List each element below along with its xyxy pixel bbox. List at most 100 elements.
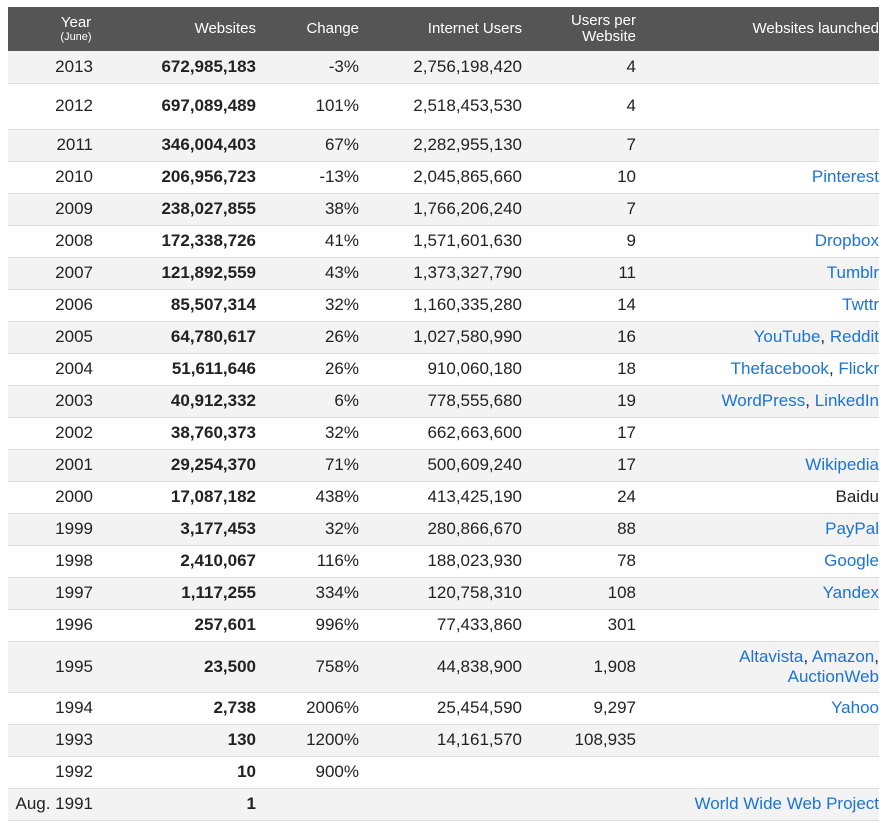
websites-cell: 172,338,726 (130, 225, 256, 258)
launched-site-link[interactable]: Wikipedia (805, 455, 879, 474)
websites-cell: 85,507,314 (130, 289, 256, 322)
year-cell: 2005 (8, 321, 130, 354)
websites-launched-cell: WordPress, LinkedIn (636, 385, 879, 418)
launched-site-link[interactable]: Dropbox (814, 231, 879, 250)
change-cell: 32% (256, 513, 359, 546)
table-row: 2006 85,507,314 32% 1,160,335,280 14 Twttr (8, 289, 879, 322)
websites-cell: 10 (130, 756, 256, 789)
websites-launched-cell (636, 609, 879, 642)
launched-site-link[interactable]: Twttr (842, 295, 879, 314)
users-per-website-cell: 24 (522, 481, 636, 514)
launched-site-link[interactable]: Yahoo (831, 698, 879, 717)
launched-site-link[interactable]: AuctionWeb (787, 666, 879, 686)
change-cell: 996% (256, 609, 359, 642)
change-cell (256, 788, 359, 821)
launched-site-link[interactable]: Flickr (838, 359, 879, 378)
websites-cell: 1,117,255 (130, 577, 256, 610)
year-cell: 2003 (8, 385, 130, 418)
launched-site-link[interactable]: YouTube (753, 327, 821, 346)
header-internet-users: Internet Users (359, 7, 522, 51)
websites-launched-cell: YouTube, Reddit (636, 321, 879, 354)
internet-users-cell: 500,609,240 (359, 449, 522, 482)
websites-cell: 2,738 (130, 692, 256, 725)
year-cell: 2002 (8, 417, 130, 450)
internet-users-cell: 1,373,327,790 (359, 257, 522, 290)
websites-cell: 346,004,403 (130, 129, 256, 162)
websites-cell: 672,985,183 (130, 51, 256, 84)
launched-site-link[interactable]: Thefacebook (730, 359, 829, 378)
table-row: 2003 40,912,332 6% 778,555,680 19 WordPress, … (8, 385, 879, 418)
users-per-website-cell: 19 (522, 385, 636, 418)
websites-cell: 206,956,723 (130, 161, 256, 194)
year-cell: 1997 (8, 577, 130, 610)
users-per-website-cell: 17 (522, 449, 636, 482)
change-cell: 1200% (256, 724, 359, 757)
change-cell: 900% (256, 756, 359, 789)
internet-users-cell: 1,571,601,630 (359, 225, 522, 258)
websites-cell: 3,177,453 (130, 513, 256, 546)
table-row: 1996 257,601 996% 77,433,860 301 (8, 609, 879, 642)
websites-cell: 38,760,373 (130, 417, 256, 450)
change-cell: -3% (256, 51, 359, 84)
internet-users-cell: 44,838,900 (359, 641, 522, 693)
websites-cell: 40,912,332 (130, 385, 256, 418)
users-per-website-cell: 9 (522, 225, 636, 258)
websites-cell: 64,780,617 (130, 321, 256, 354)
launched-site-link[interactable]: Reddit (829, 327, 879, 346)
websites-cell: 238,027,855 (130, 193, 256, 226)
users-per-website-cell: 1,908 (522, 641, 636, 693)
internet-users-cell: 1,766,206,240 (359, 193, 522, 226)
list-separator: , (820, 327, 830, 346)
change-cell: 334% (256, 577, 359, 610)
launched-site-link[interactable]: LinkedIn (814, 391, 879, 410)
launched-site-link[interactable]: Tumblr (826, 263, 879, 282)
websites-cell: 51,611,646 (130, 353, 256, 386)
websites-launched-cell: Yahoo (636, 692, 879, 725)
launched-site-text: Baidu (835, 487, 879, 506)
year-cell: 2011 (8, 129, 130, 162)
websites-cell: 17,087,182 (130, 481, 256, 514)
websites-launched-cell (636, 724, 879, 757)
header-year: Year (June) (8, 7, 130, 51)
internet-users-cell: 120,758,310 (359, 577, 522, 610)
users-per-website-cell: 88 (522, 513, 636, 546)
websites-cell: 23,500 (130, 641, 256, 693)
websites-launched-cell: Baidu (636, 481, 879, 514)
launched-site-link[interactable]: Google (824, 551, 879, 570)
websites-cell: 257,601 (130, 609, 256, 642)
websites-table: Year (June) Websites Change Internet Use… (8, 7, 879, 821)
internet-users-cell: 2,045,865,660 (359, 161, 522, 194)
table-row: 2004 51,611,646 26% 910,060,180 18 Thefaceboo… (8, 353, 879, 386)
table-row: 2001 29,254,370 71% 500,609,240 17 Wikipedia (8, 449, 879, 482)
year-cell: 1993 (8, 724, 130, 757)
launched-site-link[interactable]: Altavista (739, 646, 804, 666)
launched-site-link[interactable]: Amazon (811, 646, 875, 666)
table-row: 2013 672,985,183 -3% 2,756,198,420 4 (8, 51, 879, 84)
change-cell: 6% (256, 385, 359, 418)
list-separator: , (803, 646, 812, 666)
change-cell: 116% (256, 545, 359, 578)
year-cell: 2010 (8, 161, 130, 194)
websites-launched-cell: Thefacebook, Flickr (636, 353, 879, 386)
header-row: Year (June) Websites Change Internet Use… (8, 7, 879, 51)
year-cell: 1992 (8, 756, 130, 789)
year-cell: Aug. 1991 (8, 788, 130, 821)
table-row: 1994 2,738 2006% 25,454,590 9,297 Yahoo (8, 692, 879, 725)
websites-launched-cell: Yandex (636, 577, 879, 610)
launched-site-link[interactable]: WordPress (721, 391, 806, 410)
internet-users-cell: 2,282,955,130 (359, 129, 522, 162)
header-users-per-website: Users per Website (522, 7, 636, 51)
year-cell: 2001 (8, 449, 130, 482)
websites-launched-cell: World Wide Web Project (636, 788, 879, 821)
internet-users-cell: 2,756,198,420 (359, 51, 522, 84)
launched-site-link[interactable]: PayPal (825, 519, 879, 538)
websites-launched-cell (636, 129, 879, 162)
launched-site-link[interactable]: World Wide Web Project (694, 794, 879, 813)
table-row: 1992 10 900% (8, 756, 879, 789)
table-row: 2008 172,338,726 41% 1,571,601,630 9 Dropbox (8, 225, 879, 258)
launched-site-link[interactable]: Pinterest (811, 167, 879, 186)
internet-users-cell: 77,433,860 (359, 609, 522, 642)
table-row: Aug. 1991 1 World Wide Web Project (8, 788, 879, 821)
list-separator: , (828, 359, 839, 378)
launched-site-link[interactable]: Yandex (822, 583, 879, 602)
